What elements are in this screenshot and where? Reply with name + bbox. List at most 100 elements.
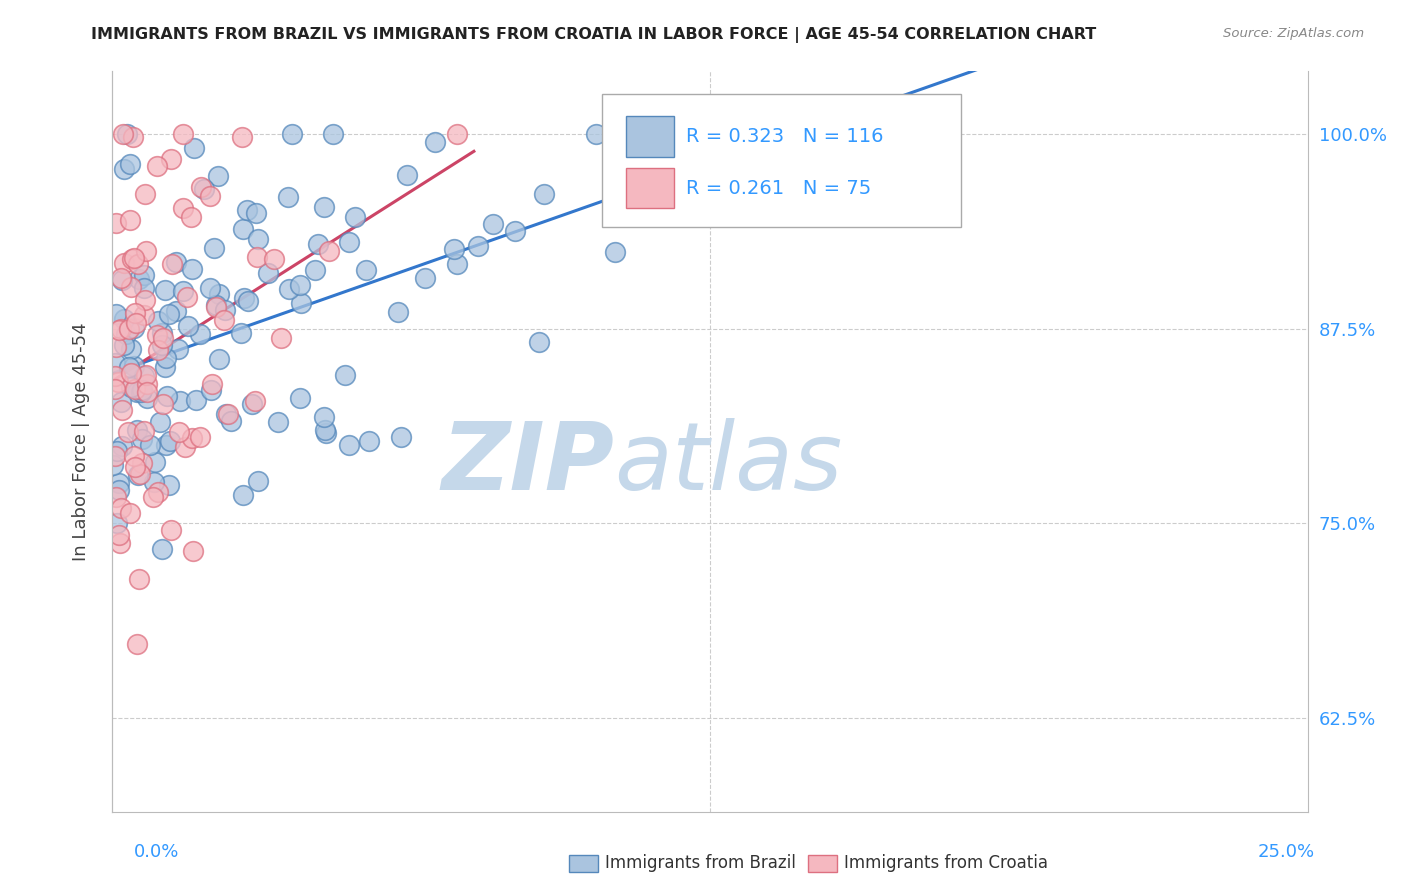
Point — [167, 425, 190, 440]
Point — [190, 180, 212, 194]
Point — [129, 467, 152, 482]
Point — [242, 397, 264, 411]
Point — [111, 273, 134, 287]
Point — [121, 129, 143, 144]
Point — [105, 216, 128, 230]
Point — [132, 308, 155, 322]
Point — [198, 189, 221, 203]
Point — [482, 217, 505, 231]
Point — [110, 395, 132, 409]
Point — [188, 327, 211, 342]
Point — [235, 202, 257, 217]
Point — [337, 235, 360, 249]
Point — [134, 186, 156, 201]
Point — [215, 408, 238, 422]
Point — [125, 384, 148, 399]
Point — [117, 425, 139, 439]
Text: Immigrants from Croatia: Immigrants from Croatia — [844, 855, 1047, 872]
Point — [231, 326, 253, 340]
Point — [135, 244, 157, 259]
Text: R = 0.261   N = 75: R = 0.261 N = 75 — [686, 178, 872, 198]
Bar — [627, 116, 675, 156]
Point — [134, 293, 156, 307]
Point — [167, 343, 190, 357]
Point — [104, 356, 127, 370]
Point — [153, 283, 176, 297]
Point — [146, 343, 169, 357]
Point — [533, 186, 555, 201]
Point — [395, 169, 418, 183]
Point — [172, 284, 194, 298]
Point — [149, 415, 172, 429]
Point — [132, 424, 155, 438]
Point — [152, 331, 174, 345]
Point — [118, 506, 141, 520]
Point — [270, 331, 292, 345]
Point — [280, 127, 302, 141]
Point — [110, 270, 132, 285]
Point — [315, 426, 337, 441]
Point — [155, 438, 177, 452]
Point — [527, 335, 550, 350]
Point — [134, 281, 156, 295]
Point — [603, 244, 626, 259]
Point — [118, 213, 141, 227]
Point — [183, 140, 205, 154]
Point — [322, 127, 344, 141]
Point — [146, 485, 169, 500]
Point — [132, 268, 155, 282]
Point — [238, 293, 260, 308]
Point — [443, 243, 465, 257]
Point — [208, 286, 231, 301]
Point — [157, 307, 180, 321]
Point — [357, 434, 380, 448]
Point — [124, 305, 146, 319]
Point — [120, 342, 142, 356]
Point — [307, 236, 329, 251]
Point — [160, 257, 183, 271]
Point — [233, 291, 256, 305]
Point — [201, 377, 224, 392]
Point — [290, 296, 312, 310]
Point — [177, 318, 200, 333]
Point — [104, 450, 127, 464]
Point — [157, 478, 180, 492]
Point — [425, 135, 447, 149]
Point — [121, 252, 143, 266]
Point — [278, 282, 301, 296]
Point — [120, 366, 142, 380]
Point — [128, 572, 150, 586]
Point — [131, 383, 153, 397]
Point — [108, 476, 131, 491]
Point — [602, 137, 624, 152]
Point — [108, 527, 131, 541]
Point — [155, 351, 177, 365]
FancyBboxPatch shape — [603, 94, 962, 227]
Point — [124, 316, 146, 330]
Point — [105, 490, 128, 504]
Point — [131, 432, 153, 446]
Point — [288, 277, 311, 292]
Point — [263, 252, 285, 266]
Point — [125, 423, 148, 437]
Point — [246, 250, 269, 264]
Point — [176, 290, 198, 304]
Point — [107, 516, 129, 530]
Point — [122, 321, 145, 335]
Point — [146, 160, 169, 174]
Point — [232, 221, 254, 235]
Text: R = 0.323   N = 116: R = 0.323 N = 116 — [686, 127, 883, 146]
Point — [415, 271, 437, 285]
Point — [104, 382, 127, 396]
Point — [160, 152, 183, 166]
Point — [120, 380, 142, 394]
Point — [173, 440, 195, 454]
Point — [333, 368, 356, 382]
Point — [277, 190, 299, 204]
Point — [172, 127, 194, 141]
Point — [105, 308, 128, 322]
Point — [205, 300, 228, 314]
Point — [127, 637, 149, 651]
Point — [129, 384, 152, 399]
Point — [104, 340, 127, 354]
